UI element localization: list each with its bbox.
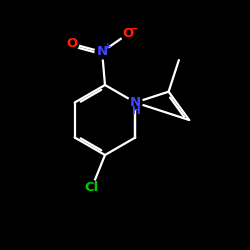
Text: −: −: [130, 24, 138, 34]
Text: O: O: [66, 37, 77, 50]
Circle shape: [65, 37, 79, 51]
Circle shape: [121, 27, 135, 41]
Text: N: N: [96, 46, 108, 59]
Text: O: O: [122, 27, 134, 40]
Text: H: H: [132, 106, 141, 116]
Circle shape: [95, 45, 109, 59]
Text: Cl: Cl: [85, 181, 99, 194]
Text: +: +: [104, 42, 112, 51]
Circle shape: [85, 180, 99, 194]
Text: N: N: [130, 96, 141, 109]
Circle shape: [128, 96, 142, 110]
